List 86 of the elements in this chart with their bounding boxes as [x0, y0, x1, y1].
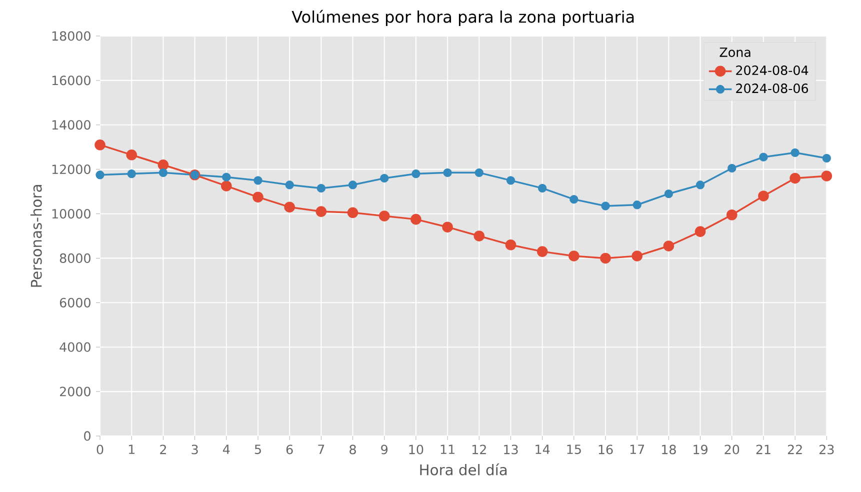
point — [822, 154, 831, 163]
legend-label: 2024-08-06 — [736, 84, 808, 94]
point — [663, 240, 674, 252]
point — [347, 207, 358, 218]
point — [632, 200, 642, 210]
x-tick-label: 3 — [192, 444, 198, 454]
x-tick-label: 10 — [409, 444, 424, 454]
x-tick-label: 8 — [350, 444, 356, 454]
x-tick-label: 21 — [756, 444, 770, 454]
point — [252, 192, 264, 203]
y-axis-title: Personas-hora — [30, 185, 42, 287]
x-tick-label: 2 — [160, 444, 166, 454]
y-tick-label: 14000 — [52, 120, 90, 130]
point — [316, 206, 327, 217]
point — [380, 174, 389, 183]
point — [758, 190, 769, 202]
point — [442, 222, 453, 233]
chart-title: Volúmenes por hora para la zona portuaria — [292, 10, 634, 26]
point — [570, 194, 578, 204]
y-tick-label: 0 — [84, 431, 90, 441]
y-tick-label: 10000 — [52, 208, 90, 219]
legend-label: 2024-08-04 — [736, 65, 808, 76]
y-tick-label: 2000 — [60, 386, 90, 396]
point — [790, 172, 800, 184]
point — [443, 168, 452, 177]
x-tick-label: 20 — [724, 444, 740, 454]
point — [284, 202, 295, 213]
point — [158, 168, 168, 177]
y-tick-label: 4000 — [60, 342, 90, 352]
x-tick-label: 17 — [630, 444, 644, 454]
point — [601, 202, 610, 210]
x-tick-label: 6 — [286, 444, 293, 454]
point — [600, 252, 611, 264]
point — [474, 168, 484, 177]
point — [254, 176, 262, 185]
x-tick-label: 16 — [598, 444, 613, 454]
x-tick-label: 22 — [788, 444, 802, 454]
x-tick-label: 13 — [504, 444, 518, 454]
point — [821, 170, 832, 182]
point — [536, 246, 548, 257]
point — [632, 250, 642, 262]
x-tick-label: 15 — [567, 444, 581, 454]
point — [412, 169, 420, 178]
x-tick-label: 19 — [694, 444, 708, 454]
point — [505, 239, 516, 250]
point — [126, 149, 138, 160]
point — [158, 159, 169, 170]
y-tick-label: 12000 — [52, 164, 90, 174]
point — [696, 180, 705, 190]
point — [506, 176, 516, 185]
point — [728, 164, 736, 173]
y-tick-label: 18000 — [52, 31, 90, 41]
x-tick-label: 18 — [662, 444, 676, 454]
point — [694, 226, 706, 237]
point — [316, 184, 326, 193]
y-tick-label: 8000 — [60, 253, 90, 264]
x-tick-label: 7 — [318, 444, 324, 454]
x-axis-title: Hora del día — [420, 463, 507, 476]
point — [222, 172, 231, 182]
point — [474, 230, 485, 242]
point — [568, 250, 580, 262]
point — [94, 139, 106, 150]
point — [410, 214, 422, 225]
point — [726, 209, 738, 220]
x-tick-label: 5 — [254, 444, 261, 454]
x-tick-label: 14 — [536, 444, 550, 454]
point — [759, 152, 768, 162]
x-tick-label: 12 — [472, 444, 486, 454]
y-tick-label: 6000 — [60, 298, 90, 308]
x-tick-label: 11 — [440, 444, 454, 454]
point — [285, 180, 294, 190]
point — [220, 180, 232, 192]
y-tick-label: 16000 — [52, 76, 90, 86]
x-tick-label: 4 — [222, 444, 230, 454]
legend-title: Zona — [720, 48, 750, 58]
point — [664, 189, 674, 198]
point — [348, 180, 358, 190]
point — [378, 210, 390, 222]
x-tick-label: 1 — [128, 444, 134, 454]
x-tick-label: 23 — [820, 444, 834, 454]
point — [538, 184, 547, 193]
x-tick-label: 0 — [96, 444, 104, 454]
point — [127, 169, 136, 178]
point — [96, 170, 104, 180]
x-tick-label: 9 — [381, 444, 388, 454]
point — [790, 148, 800, 157]
